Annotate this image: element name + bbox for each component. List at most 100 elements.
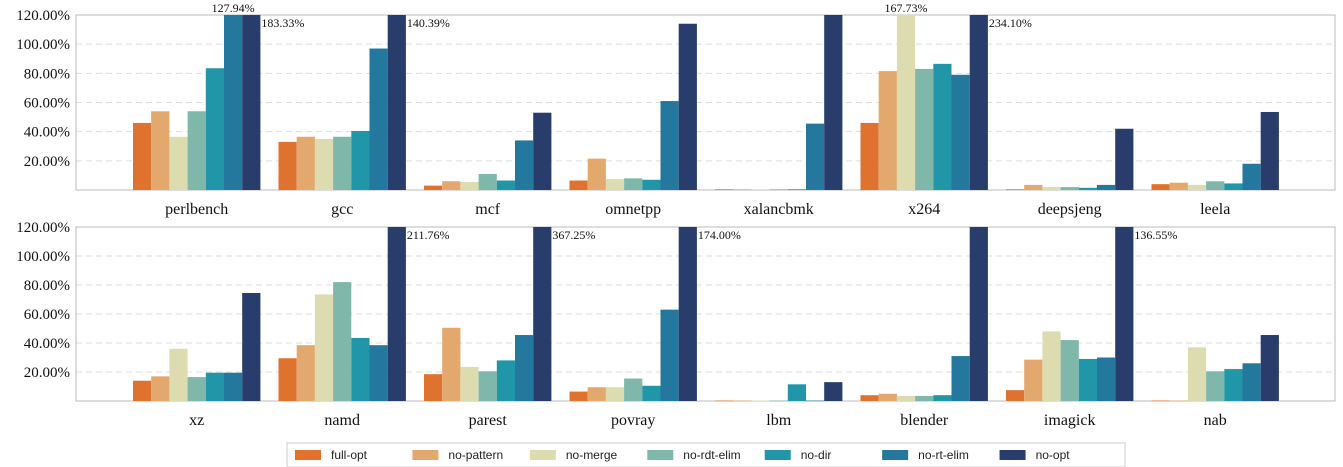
bar-blender-no-pattern (878, 393, 897, 401)
legend-swatch-no-rt-elim (882, 450, 909, 460)
bar-povray-no-rdt-elim (624, 378, 643, 401)
legend-swatch-no-opt (999, 450, 1026, 460)
bar-parest-no-pattern (442, 327, 461, 401)
bar-mcf-no-opt (533, 112, 552, 190)
top-panel: 20.00% 40.00% 60.00% 80.00% 100.00% 120.00% pe… (16, 1, 1336, 218)
bar-omnetpp-no-pattern (587, 158, 606, 190)
bar-namd-no-dir (351, 337, 370, 401)
bar-gcc-no-pattern (296, 136, 315, 190)
bar-xalancbmk-no-rt-elim (806, 123, 825, 190)
overflow-value-label: 211.76% (407, 228, 450, 242)
legend-label-no-rt-elim: no-rt-elim (918, 448, 969, 462)
bar-gcc-no-rt-elim (369, 48, 388, 190)
bar-x264-full-opt (860, 122, 879, 190)
bar-imagick-no-pattern (1024, 359, 1043, 401)
bar-namd-no-rdt-elim (333, 282, 352, 401)
y-tick-label: 20.00% (24, 365, 70, 381)
y-tick-label: 60.00% (24, 96, 70, 112)
bar-nab-no-opt (1260, 335, 1279, 401)
bar-parest-no-opt (533, 227, 552, 401)
bar-deepsjeng-no-merge (1042, 187, 1061, 190)
bar-blender-no-rt-elim (951, 356, 970, 401)
bar-xz-no-rt-elim (224, 372, 243, 401)
bar-namd-no-rt-elim (369, 345, 388, 401)
bar-xalancbmk-no-merge (751, 189, 770, 190)
y-tick-label: 20.00% (24, 154, 70, 170)
bar-deepsjeng-no-dir (1078, 187, 1097, 190)
legend-label-no-rdt-elim: no-rdt-elim (683, 448, 740, 462)
bar-gcc-no-merge (314, 138, 334, 190)
bar-mcf-full-opt (424, 185, 443, 190)
bar-povray-full-opt (569, 391, 588, 401)
legend-swatch-no-rdt-elim (647, 450, 674, 460)
y-tick-label: 120.00% (16, 220, 70, 236)
bar-imagick-full-opt (1006, 390, 1025, 401)
bar-nab-full-opt (1151, 400, 1170, 402)
bar-lbm-no-dir (787, 384, 806, 401)
bar-omnetpp-full-opt (569, 180, 588, 190)
bar-imagick-no-merge (1042, 331, 1061, 401)
bar-parest-no-rt-elim (515, 335, 534, 401)
bar-mcf-no-merge (460, 181, 479, 190)
overflow-value-label: 127.94% (212, 1, 255, 15)
plot-frame (75, 14, 1336, 191)
bar-nab-no-rt-elim (1242, 363, 1261, 401)
bar-imagick-no-opt (1115, 227, 1134, 401)
bar-gcc-no-rdt-elim (333, 136, 352, 190)
bar-namd-no-merge (314, 294, 334, 401)
category-label: xalancbmk (744, 201, 814, 218)
category-label: mcf (475, 201, 501, 218)
bar-lbm-full-opt (715, 400, 734, 402)
bar-perlbench-no-rdt-elim (187, 111, 206, 190)
bar-nab-no-dir (1224, 369, 1243, 401)
legend-label-no-dir: no-dir (801, 448, 832, 462)
bar-xalancbmk-full-opt (715, 189, 734, 190)
bar-namd-full-opt (278, 358, 297, 401)
legend-swatch-no-merge (529, 450, 556, 460)
bar-x264-no-merge (896, 15, 916, 190)
bar-xz-no-opt (242, 292, 261, 401)
bar-namd-no-pattern (296, 345, 315, 401)
bar-nab-no-rdt-elim (1206, 371, 1225, 401)
bar-imagick-no-rt-elim (1097, 357, 1116, 401)
category-label: x264 (908, 201, 940, 218)
bar-povray-no-merge (605, 387, 625, 401)
category-label: nab (1204, 412, 1227, 429)
bar-blender-full-opt (860, 395, 879, 401)
y-tick-label: 100.00% (16, 37, 70, 53)
bar-povray-no-rt-elim (660, 309, 679, 401)
bar-leela-no-pattern (1169, 182, 1188, 190)
y-tick-label: 60.00% (24, 307, 70, 323)
bar-leela-no-dir (1224, 183, 1243, 190)
bar-gcc-full-opt (278, 141, 297, 190)
bar-namd-no-opt (387, 227, 406, 401)
bar-xalancbmk-no-pattern (733, 189, 752, 190)
bar-lbm-no-rdt-elim (769, 400, 788, 402)
bar-lbm-no-opt (824, 382, 843, 401)
bar-deepsjeng-no-pattern (1024, 184, 1043, 190)
bar-perlbench-no-rt-elim (224, 15, 243, 190)
bar-omnetpp-no-opt (678, 23, 697, 190)
bar-imagick-no-rdt-elim (1060, 340, 1079, 401)
y-tick-label: 40.00% (24, 336, 70, 352)
bar-povray-no-opt (678, 227, 697, 401)
overflow-value-label: 183.33% (261, 16, 304, 30)
bar-leela-no-merge (1187, 184, 1207, 190)
bar-mcf-no-rt-elim (515, 140, 534, 190)
category-label: parest (469, 412, 508, 429)
bar-x264-no-pattern (878, 71, 897, 190)
bar-nab-no-merge (1187, 347, 1207, 401)
plot-frame (75, 226, 1336, 402)
overflow-value-label: 234.10% (989, 16, 1032, 30)
bar-povray-no-pattern (587, 387, 606, 401)
category-label: imagick (1044, 412, 1096, 429)
bottom-panel: 20.00% 40.00% 60.00% 80.00% 100.00% 120.00% xz… (16, 220, 1336, 429)
bar-nab-no-pattern (1169, 400, 1188, 402)
bar-deepsjeng-no-rt-elim (1097, 184, 1116, 190)
bar-perlbench-no-dir (205, 68, 224, 190)
bar-parest-no-dir (496, 360, 515, 401)
bar-xalancbmk-no-dir (787, 189, 806, 190)
bar-lbm-no-pattern (733, 400, 752, 402)
y-tick-label: 100.00% (16, 249, 70, 265)
bar-x264-no-rdt-elim (915, 68, 934, 190)
